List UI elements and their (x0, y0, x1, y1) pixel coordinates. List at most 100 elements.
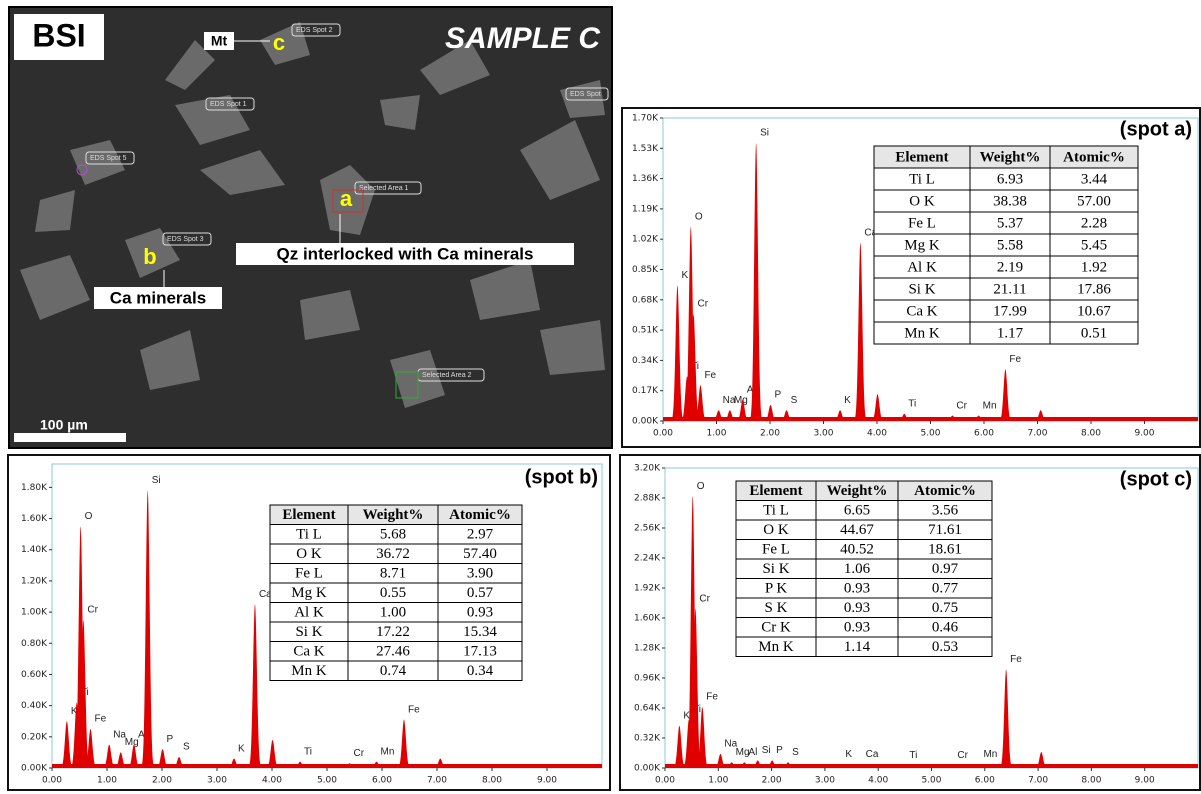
table-cell: Mn K (904, 325, 940, 341)
table-header-cell: Atomic% (449, 507, 511, 523)
y-tick-label: 1.02K (632, 235, 659, 245)
y-tick-label: 0.96K (634, 674, 661, 684)
peak (722, 410, 738, 421)
panel-title: (spot b) (525, 466, 598, 488)
x-tick-label: 3.00 (207, 776, 227, 786)
table-cell: Al K (294, 605, 324, 621)
table-cell: 40.52 (840, 542, 874, 558)
y-tick-label: 2.88K (634, 494, 661, 504)
x-tick-label: 0.00 (655, 776, 675, 786)
x-tick-label: 8.00 (1081, 429, 1101, 439)
y-tick-label: 1.53K (632, 144, 659, 154)
annotation-box (204, 32, 234, 50)
spot-marker (76, 164, 88, 176)
table-cell: O K (296, 546, 322, 562)
table-cell: 18.61 (928, 542, 962, 558)
peak (72, 526, 89, 768)
peak-label: Cr (697, 299, 708, 310)
spot-box (291, 23, 341, 37)
peak (341, 763, 358, 768)
peak-label: Si (152, 475, 161, 486)
y-tick-label: 0.60K (21, 670, 48, 680)
spot-box (565, 87, 609, 101)
table-cell: 0.97 (932, 561, 959, 577)
table-cell: Ti L (763, 503, 789, 519)
peak (396, 719, 412, 768)
table-cell: 3.56 (932, 503, 959, 519)
table-cell: 0.46 (932, 620, 959, 636)
peak-label: Ti (908, 399, 916, 410)
table-header-cell: Element (895, 149, 948, 165)
peak (69, 702, 85, 768)
peak (870, 394, 886, 421)
table-cell: 0.57 (467, 585, 494, 601)
table-cell: S K (765, 600, 788, 616)
peak (694, 707, 710, 768)
peak-label: Cr (956, 400, 967, 411)
y-tick-label: 2.24K (634, 554, 661, 564)
annotation-box (236, 243, 574, 265)
y-tick-label: 0.85K (632, 265, 659, 275)
peak (833, 764, 849, 768)
table-cell: 0.93 (467, 605, 493, 621)
table-cell: 0.51 (1081, 325, 1107, 341)
table-cell: Ti L (296, 527, 322, 543)
peak (712, 753, 728, 768)
y-tick-label: 1.92K (634, 584, 661, 594)
peak-label: Ti (909, 750, 917, 761)
table-header-cell: Weight% (363, 507, 424, 523)
peak (854, 764, 870, 768)
table-cell: Ca K (906, 303, 937, 319)
table-cell: 36.72 (376, 546, 410, 562)
background-signal (663, 417, 1198, 421)
peak (432, 758, 448, 768)
spot-box (205, 97, 255, 111)
x-tick-label: 2.00 (762, 776, 782, 786)
scale-bar (14, 433, 126, 442)
table-cell: 2.97 (467, 527, 494, 543)
y-tick-label: 1.80K (21, 483, 48, 493)
table-cell: 3.90 (467, 566, 493, 582)
peak (724, 762, 740, 768)
table-cell: O K (763, 522, 789, 538)
x-tick-label: 3.00 (815, 776, 835, 786)
table-header-cell: Weight% (980, 149, 1041, 165)
annotation-letter: c (273, 30, 285, 55)
y-tick-label: 1.70K (632, 114, 659, 124)
peak (750, 760, 766, 768)
table-cell: 71.61 (928, 522, 962, 538)
y-tick-label: 0.20K (21, 732, 48, 742)
peak-label: Mg (125, 737, 139, 748)
table-cell: 0.34 (467, 663, 494, 679)
x-tick-label: 6.00 (974, 429, 994, 439)
peak (226, 758, 242, 768)
x-tick-label: 6.00 (372, 776, 392, 786)
y-tick-label: 0.17K (632, 386, 659, 396)
peak-label: K (238, 743, 245, 754)
peak (748, 142, 764, 421)
table-cell: P K (765, 581, 788, 597)
table-cell: 57.00 (1077, 193, 1111, 209)
x-tick-label: 5.00 (317, 776, 337, 786)
table-cell: 27.46 (376, 644, 410, 660)
peak (687, 608, 703, 768)
x-tick-label: 4.00 (868, 776, 888, 786)
spot-box (85, 151, 135, 165)
image-label: BSI (32, 17, 85, 53)
spot-label: EDS Spot 5 (90, 155, 127, 162)
table-cell: Mn K (758, 639, 794, 655)
x-tick-label: 5.00 (920, 429, 940, 439)
peak (945, 765, 961, 768)
peak-label: Fe (706, 692, 718, 703)
table-cell: 21.11 (993, 281, 1026, 297)
peak-label: Fe (1009, 354, 1021, 365)
area-box (395, 371, 419, 399)
table-cell: Si K (908, 281, 935, 297)
table (873, 145, 1139, 345)
peak-label: Si (760, 128, 769, 139)
x-tick-label: 6.00 (975, 776, 995, 786)
peak-label: O (695, 211, 703, 222)
y-tick-label: 1.19K (632, 204, 659, 214)
peak-label: K (71, 706, 78, 717)
y-tick-label: 0.51K (632, 326, 659, 336)
